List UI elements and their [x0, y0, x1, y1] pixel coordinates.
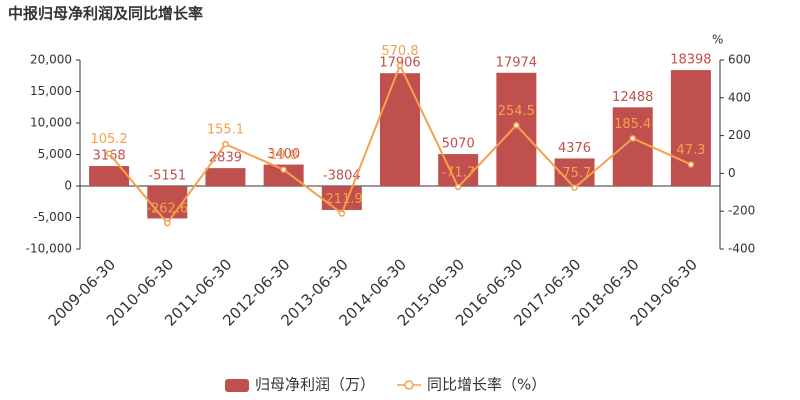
y-tick-label: 20,000 [30, 53, 72, 67]
bar [147, 186, 188, 219]
line-value-label: -71.7 [441, 165, 475, 180]
y-tick-label: -5,000 [33, 210, 72, 224]
line-value-label: 185.4 [614, 117, 651, 132]
line-value-label: -211.9 [321, 192, 363, 207]
y2-tick-label: 600 [728, 53, 751, 67]
bar [670, 70, 711, 186]
bar [612, 107, 653, 186]
line-value-label: 254.5 [498, 104, 535, 119]
line-value-label: 570.8 [381, 44, 418, 59]
y2-tick-label: 400 [728, 90, 751, 104]
bar [89, 166, 130, 186]
y-tick-label: 10,000 [30, 116, 72, 130]
line-point [338, 210, 346, 217]
legend-label: 归母净利润（万） [255, 376, 375, 394]
line-point [222, 140, 229, 148]
legend-swatch [225, 379, 249, 392]
bar [496, 72, 537, 186]
line-point [105, 150, 113, 157]
y2-tick-label: 200 [728, 128, 751, 142]
line-value-label: 19.8 [269, 148, 298, 163]
bar-value-label: 3400 [267, 147, 300, 162]
bar-value-label: 2839 [209, 151, 242, 166]
line-point [571, 184, 578, 191]
y-tick-label: -10,000 [26, 242, 72, 256]
line-point [396, 62, 404, 69]
line-point [629, 135, 636, 142]
bar-value-label: -3804 [323, 169, 361, 184]
bar-value-label: 5070 [442, 137, 475, 152]
bar [263, 164, 304, 186]
line-value-label: 47.3 [676, 143, 705, 158]
line-point [454, 183, 462, 191]
y2-tick-label: 0 [728, 166, 736, 180]
bar [380, 73, 420, 186]
legend-swatch [404, 380, 414, 390]
bar [321, 186, 362, 210]
line-point [513, 122, 520, 129]
bar-value-label: 12488 [612, 90, 653, 105]
bar-value-label: -5151 [148, 169, 186, 184]
line-value-label: -75.7 [558, 166, 592, 181]
line-value-label: 105.2 [90, 132, 127, 147]
line-value-label: 155.1 [207, 123, 244, 138]
y-tick-label: 0 [64, 179, 72, 193]
y2-axis-label: % [712, 33, 723, 47]
bar-value-label: 17974 [496, 55, 537, 70]
legend-label: 同比增长率（%） [427, 376, 546, 394]
y-tick-label: 15,000 [30, 84, 72, 98]
y-tick-label: 5,000 [38, 147, 72, 161]
chart-title: 中报归母净利润及同比增长率 [8, 5, 203, 23]
bar-value-label: 4376 [558, 141, 591, 156]
line-point [687, 161, 695, 168]
bar-value-label: 18398 [670, 53, 711, 68]
y2-tick-label: -200 [728, 204, 755, 218]
y2-tick-label: -400 [728, 242, 755, 256]
bar [205, 168, 246, 186]
line-point [280, 166, 287, 173]
line-value-label: -262.6 [146, 202, 188, 217]
line-point [164, 219, 171, 227]
